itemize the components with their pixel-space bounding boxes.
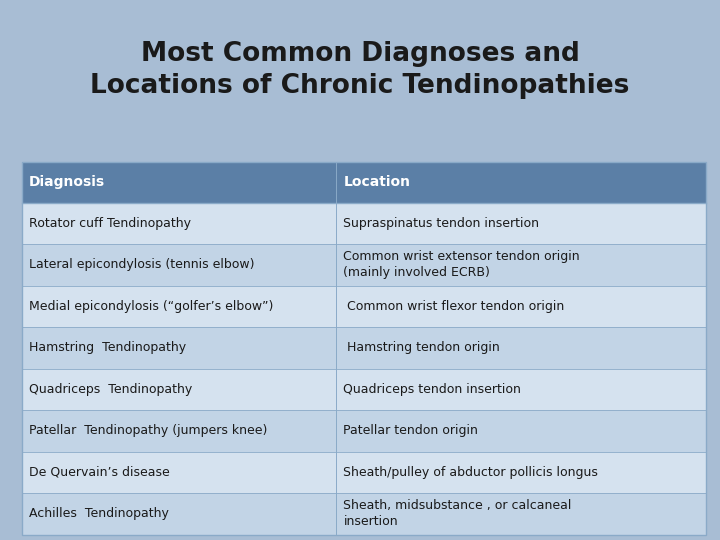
FancyBboxPatch shape — [22, 162, 706, 202]
Text: Achilles  Tendinopathy: Achilles Tendinopathy — [29, 508, 168, 521]
FancyBboxPatch shape — [22, 202, 706, 244]
Text: Location: Location — [343, 176, 410, 189]
FancyBboxPatch shape — [22, 368, 706, 410]
Text: Patellar  Tendinopathy (jumpers knee): Patellar Tendinopathy (jumpers knee) — [29, 424, 267, 437]
FancyBboxPatch shape — [22, 286, 706, 327]
Text: Common wrist flexor tendon origin: Common wrist flexor tendon origin — [343, 300, 564, 313]
FancyBboxPatch shape — [22, 327, 706, 368]
Text: Quadriceps tendon insertion: Quadriceps tendon insertion — [343, 383, 521, 396]
Text: Supraspinatus tendon insertion: Supraspinatus tendon insertion — [343, 217, 539, 230]
Text: Patellar tendon origin: Patellar tendon origin — [343, 424, 478, 437]
Text: Most Common Diagnoses and
Locations of Chronic Tendinopathies: Most Common Diagnoses and Locations of C… — [90, 41, 630, 99]
FancyBboxPatch shape — [22, 451, 706, 493]
FancyBboxPatch shape — [22, 410, 706, 451]
Text: Hamstring  Tendinopathy: Hamstring Tendinopathy — [29, 341, 186, 354]
Text: Quadriceps  Tendinopathy: Quadriceps Tendinopathy — [29, 383, 192, 396]
Text: Rotator cuff Tendinopathy: Rotator cuff Tendinopathy — [29, 217, 191, 230]
Text: De Quervain’s disease: De Quervain’s disease — [29, 466, 169, 479]
Text: Medial epicondylosis (“golfer’s elbow”): Medial epicondylosis (“golfer’s elbow”) — [29, 300, 273, 313]
Text: Common wrist extensor tendon origin
(mainly involved ECRB): Common wrist extensor tendon origin (mai… — [343, 250, 580, 279]
Text: Hamstring tendon origin: Hamstring tendon origin — [343, 341, 500, 354]
FancyBboxPatch shape — [22, 493, 706, 535]
Text: Lateral epicondylosis (tennis elbow): Lateral epicondylosis (tennis elbow) — [29, 258, 254, 271]
FancyBboxPatch shape — [22, 244, 706, 286]
Text: Sheath/pulley of abductor pollicis longus: Sheath/pulley of abductor pollicis longu… — [343, 466, 598, 479]
Text: Sheath, midsubstance , or calcaneal
insertion: Sheath, midsubstance , or calcaneal inse… — [343, 500, 572, 528]
Text: Diagnosis: Diagnosis — [29, 176, 105, 189]
